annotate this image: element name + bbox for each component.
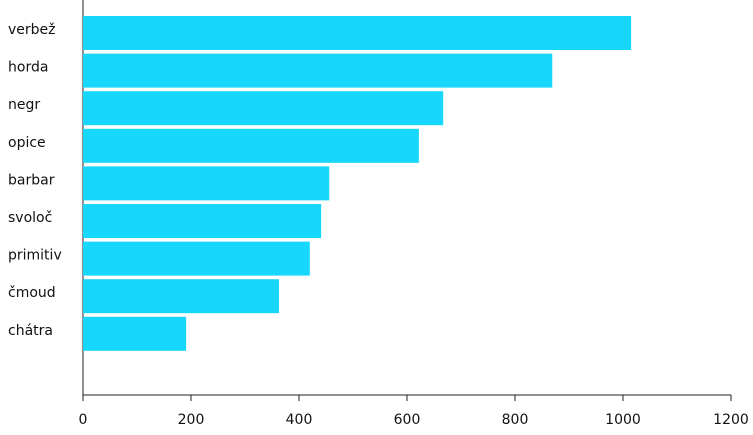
- x-tick-label: 200: [178, 412, 205, 428]
- bar: [83, 16, 632, 50]
- bar: [83, 316, 187, 351]
- y-tick-label: chátra: [8, 323, 53, 339]
- y-tick-label: verbež: [8, 22, 56, 38]
- bar: [83, 91, 444, 126]
- bar: [83, 128, 419, 163]
- bar: [83, 241, 310, 276]
- bar: [83, 53, 553, 88]
- x-tick-label: 1200: [713, 412, 749, 428]
- bar: [83, 279, 280, 314]
- y-tick-label: barbar: [8, 172, 55, 188]
- x-tick-label: 800: [502, 412, 529, 428]
- x-tick-label: 600: [394, 412, 421, 428]
- x-tick-label: 0: [79, 412, 88, 428]
- y-tick-label: svoloč: [8, 210, 52, 226]
- bar: [83, 166, 330, 201]
- y-tick-label: čmoud: [8, 285, 56, 301]
- y-tick-label: negr: [8, 97, 40, 113]
- x-tick-label: 1000: [605, 412, 641, 428]
- y-tick-label: horda: [8, 60, 48, 76]
- y-tick-label: opice: [8, 135, 46, 151]
- y-tick-label: primitiv: [8, 248, 62, 264]
- bar: [83, 204, 322, 238]
- x-tick-label: 400: [286, 412, 313, 428]
